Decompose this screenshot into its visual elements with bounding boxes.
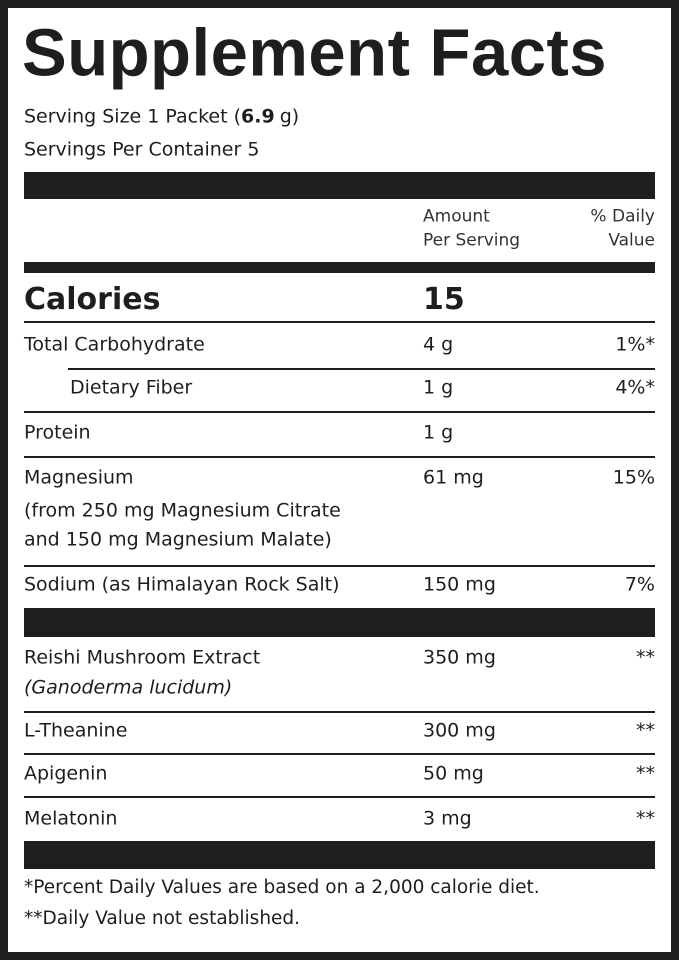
ingredient-note: and 150 mg Magnesium Malate)	[24, 528, 332, 551]
ingredient-name: L-Theanine	[24, 719, 128, 742]
daily-value: **	[636, 762, 655, 785]
ingredient-name: Reishi Mushroom Extract	[24, 646, 261, 669]
amount: 1 g	[423, 376, 454, 399]
ingredient-name: Protein	[24, 421, 91, 444]
ingredient-name: Melatonin	[24, 807, 118, 830]
daily-value: 7%	[624, 573, 655, 596]
serving-size-label: Serving Size 1 Packet (	[24, 105, 242, 128]
ingredient-name: Apigenin	[24, 762, 108, 785]
header-daily-value: Value	[608, 230, 655, 251]
calories-amount: 15	[423, 282, 465, 317]
divider-bar	[24, 262, 655, 273]
ingredient-note: (from 250 mg Magnesium Citrate	[24, 499, 341, 522]
divider-bar	[24, 841, 655, 869]
footnote: **Daily Value not established.	[24, 907, 301, 929]
amount: 61 mg	[423, 466, 484, 489]
ingredient-note: (Ganoderma lucidum)	[24, 676, 233, 699]
header-amount: Amount	[423, 206, 490, 227]
rule	[24, 456, 655, 458]
serving-size: Serving Size 1 Packet (6.9 g)	[24, 105, 300, 128]
ingredient-name: Dietary Fiber	[70, 376, 193, 399]
daily-value: 4%*	[615, 376, 655, 399]
rule	[24, 565, 655, 567]
header-daily-value: % Daily	[590, 206, 655, 227]
daily-value: **	[636, 719, 655, 742]
title: Supplement Facts	[22, 15, 608, 91]
rule	[68, 368, 655, 370]
amount: 300 mg	[423, 719, 496, 742]
rule	[24, 753, 655, 755]
amount: 350 mg	[423, 646, 496, 669]
amount: 4 g	[423, 333, 454, 356]
calories-label: Calories	[24, 282, 161, 317]
daily-value: **	[636, 646, 655, 669]
header-amount: Per Serving	[423, 230, 521, 251]
serving-size-amount: 6.9	[241, 105, 275, 128]
ingredient-name: Sodium (as Himalayan Rock Salt)	[24, 573, 340, 596]
rule	[24, 711, 655, 713]
rule	[24, 796, 655, 798]
daily-value: 15%	[612, 466, 655, 489]
daily-value: 1%*	[615, 333, 655, 356]
daily-value: **	[636, 807, 655, 830]
amount: 1 g	[423, 421, 454, 444]
amount: 150 mg	[423, 573, 496, 596]
rule	[24, 321, 655, 323]
serving-size-unit: g)	[279, 105, 300, 128]
footnote: *Percent Daily Values are based on a 2,0…	[24, 876, 540, 898]
divider-bar	[24, 608, 655, 637]
divider-bar	[24, 172, 655, 199]
rule	[24, 411, 655, 413]
amount: 50 mg	[423, 762, 484, 785]
ingredient-name: Magnesium	[24, 466, 134, 489]
ingredient-name: Total Carbohydrate	[24, 333, 205, 356]
amount: 3 mg	[423, 807, 472, 830]
servings-per-container: Servings Per Container 5	[24, 138, 260, 161]
